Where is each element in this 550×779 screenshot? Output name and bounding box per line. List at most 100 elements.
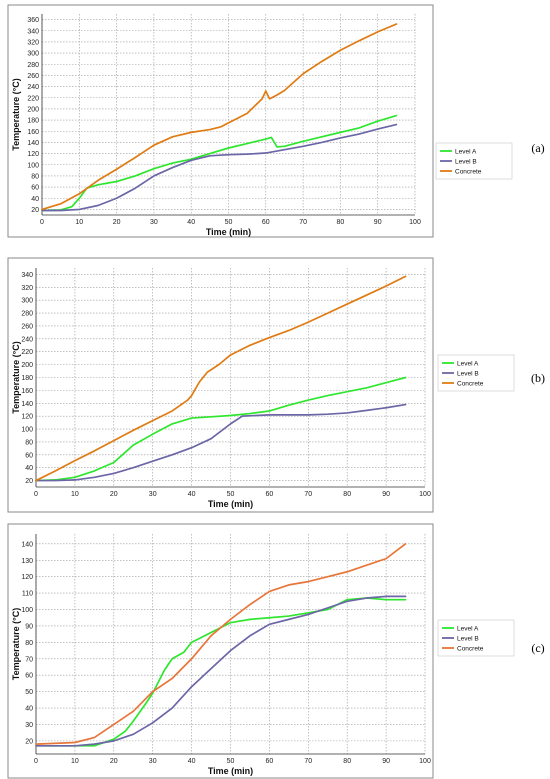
legend-entry: Level B [457, 370, 479, 377]
x-tick-label: 50 [227, 491, 235, 498]
x-tick-label: 70 [304, 758, 312, 765]
legend-entry: Concrete [457, 645, 484, 652]
x-tick-label: 10 [71, 758, 79, 765]
y-tick-label: 140 [21, 541, 33, 548]
series-line-level-b [41, 123, 398, 212]
series-line-concrete [35, 543, 407, 745]
legend: Level A Level B Concrete [435, 142, 513, 180]
x-tick-label: 50 [227, 758, 235, 765]
y-tick-label: 60 [25, 452, 33, 459]
y-axis-label: Temperature (°C) [11, 78, 21, 150]
x-axis-label: Time (min) [206, 227, 251, 237]
y-tick-label: 90 [25, 623, 33, 630]
x-tick-label: 30 [149, 491, 157, 498]
panel-label: (a) [531, 141, 544, 155]
chart-panel-1: 0 10 20 30 40 50 60 70 80 90 100 20 40 60 80 100 120 140 1… [7, 257, 515, 513]
y-tick-label: 260 [27, 73, 39, 80]
chart-panel-2: 0 10 20 30 40 50 60 70 80 90 100 20 30 40 50 60 70 80 90 10… [7, 523, 515, 779]
chart-frame [7, 257, 434, 513]
series-line-level-b [35, 403, 407, 482]
x-tick-label: 60 [266, 758, 274, 765]
x-tick-label: 80 [343, 491, 351, 498]
y-tick-label: 300 [27, 51, 39, 58]
y-tick-label: 120 [27, 151, 39, 158]
x-tick-label: 0 [34, 758, 38, 765]
x-tick-label: 90 [374, 219, 382, 226]
x-tick-label: 100 [409, 219, 421, 226]
x-tick-label: 20 [110, 491, 118, 498]
legend-entry: Level A [455, 148, 477, 155]
y-tick-label: 100 [21, 427, 33, 434]
legend: Level A Level B Concrete [437, 354, 515, 392]
y-axis-label: Temperature (°C) [11, 341, 21, 413]
y-tick-label: 340 [21, 272, 33, 279]
y-tick-label: 20 [31, 207, 39, 214]
y-tick-label: 80 [25, 640, 33, 647]
y-tick-label: 220 [27, 95, 39, 102]
x-tick-label: 0 [40, 219, 44, 226]
y-tick-label: 80 [31, 173, 39, 180]
x-tick-label: 80 [337, 219, 345, 226]
y-tick-label: 130 [21, 558, 33, 565]
x-tick-label: 90 [382, 758, 390, 765]
x-tick-label: 0 [34, 491, 38, 498]
y-tick-label: 60 [25, 673, 33, 680]
x-tick-label: 70 [304, 491, 312, 498]
y-tick-label: 60 [31, 185, 39, 192]
x-tick-label: 20 [110, 758, 118, 765]
y-tick-label: 20 [25, 478, 33, 485]
panel-label: (b) [531, 371, 545, 385]
y-tick-label: 100 [21, 607, 33, 614]
chart-frame [7, 4, 434, 238]
y-tick-label: 30 [25, 722, 33, 729]
y-tick-label: 300 [21, 298, 33, 305]
x-tick-label: 30 [150, 219, 158, 226]
series-line-level-b [35, 595, 407, 747]
x-tick-label: 90 [382, 491, 390, 498]
y-tick-label: 340 [27, 28, 39, 35]
legend: Level A Level B Concrete [437, 619, 515, 657]
y-tick-label: 80 [25, 439, 33, 446]
legend-box [437, 354, 515, 392]
y-tick-label: 140 [27, 140, 39, 147]
x-tick-label: 60 [266, 491, 274, 498]
y-tick-label: 280 [27, 62, 39, 69]
y-tick-label: 320 [21, 285, 33, 292]
y-tick-label: 120 [21, 414, 33, 421]
gridlines [35, 534, 426, 754]
legend-entry: Concrete [455, 168, 482, 175]
y-tick-label: 40 [31, 196, 39, 203]
x-tick-label: 100 [419, 491, 431, 498]
legend-entry: Level A [457, 360, 479, 367]
x-tick-label: 30 [149, 758, 157, 765]
y-tick-label: 70 [25, 656, 33, 663]
legend-entry: Level A [457, 625, 479, 632]
y-tick-label: 180 [21, 375, 33, 382]
y-tick-label: 160 [27, 129, 39, 136]
y-tick-label: 280 [21, 311, 33, 318]
panel-label: (c) [531, 641, 544, 655]
x-tick-label: 40 [188, 758, 196, 765]
y-tick-label: 200 [27, 106, 39, 113]
y-tick-label: 220 [21, 349, 33, 356]
chart-frame [7, 523, 434, 779]
x-tick-label: 40 [188, 491, 196, 498]
y-tick-label: 240 [27, 84, 39, 91]
y-tick-label: 200 [21, 362, 33, 369]
y-tick-label: 240 [21, 336, 33, 343]
y-tick-label: 180 [27, 118, 39, 125]
chart-panel-0: 0 10 20 30 40 50 60 70 80 90 100 20 40 60 80 100 120 140 1… [7, 4, 513, 238]
series-line-level-a [35, 376, 407, 482]
x-tick-label: 80 [343, 758, 351, 765]
y-tick-label: 20 [25, 738, 33, 745]
legend-entry: Level B [455, 158, 477, 165]
y-tick-label: 160 [21, 388, 33, 395]
x-axis-label: Time (min) [208, 766, 253, 776]
y-tick-label: 40 [25, 706, 33, 713]
legend-entry: Concrete [457, 380, 484, 387]
y-tick-label: 50 [25, 689, 33, 696]
y-tick-label: 140 [21, 401, 33, 408]
y-tick-label: 320 [27, 39, 39, 46]
x-tick-label: 20 [113, 219, 121, 226]
